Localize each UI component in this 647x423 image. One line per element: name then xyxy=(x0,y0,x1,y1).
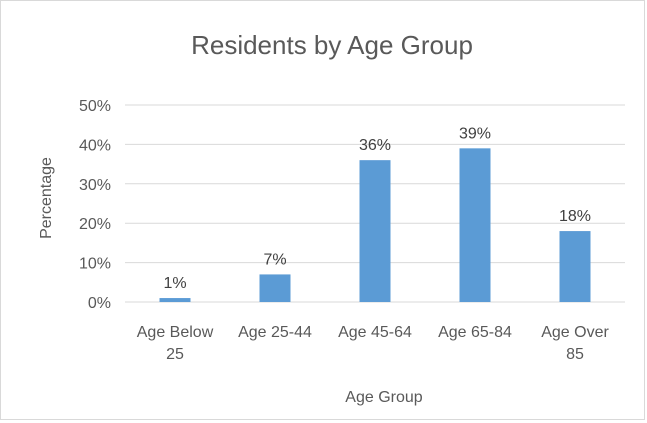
data-label: 1% xyxy=(163,275,186,292)
data-label: 36% xyxy=(359,137,391,154)
bar xyxy=(559,231,591,302)
bar xyxy=(259,274,291,302)
x-tick-label: 85 xyxy=(566,346,584,363)
data-label: 7% xyxy=(263,251,286,268)
chart-title: Residents by Age Group xyxy=(191,30,473,60)
y-tick-label: 10% xyxy=(79,256,111,273)
bar xyxy=(459,148,491,302)
y-tick-label: 40% xyxy=(79,137,111,154)
data-label: 18% xyxy=(559,208,591,225)
x-tick-label: Age Below xyxy=(137,324,214,341)
y-tick-label: 50% xyxy=(79,98,111,115)
bar xyxy=(159,298,191,302)
x-tick-label: Age 45-64 xyxy=(338,324,412,341)
y-tick-label: 20% xyxy=(79,216,111,233)
bar xyxy=(359,160,391,302)
x-axis-ticks: Age Below 25 Age 25-44 Age 45-64 Age 65-84 Ag… xyxy=(137,324,610,363)
y-axis-ticks: 0% 10% 20% 30% 40% 50% xyxy=(79,98,111,312)
data-labels: 1% 7% 36% 39% 18% xyxy=(163,125,591,292)
x-tick-label: 25 xyxy=(166,346,184,363)
x-tick-label: Age 65-84 xyxy=(438,324,512,341)
y-tick-label: 30% xyxy=(79,177,111,194)
data-label: 39% xyxy=(459,125,491,142)
x-tick-label: Age Over xyxy=(541,324,609,341)
y-axis-title: Percentage xyxy=(38,157,55,239)
bars xyxy=(159,148,591,302)
x-tick-label: Age 25-44 xyxy=(238,324,312,341)
y-tick-label: 0% xyxy=(88,295,111,312)
x-axis-title: Age Group xyxy=(345,389,422,406)
